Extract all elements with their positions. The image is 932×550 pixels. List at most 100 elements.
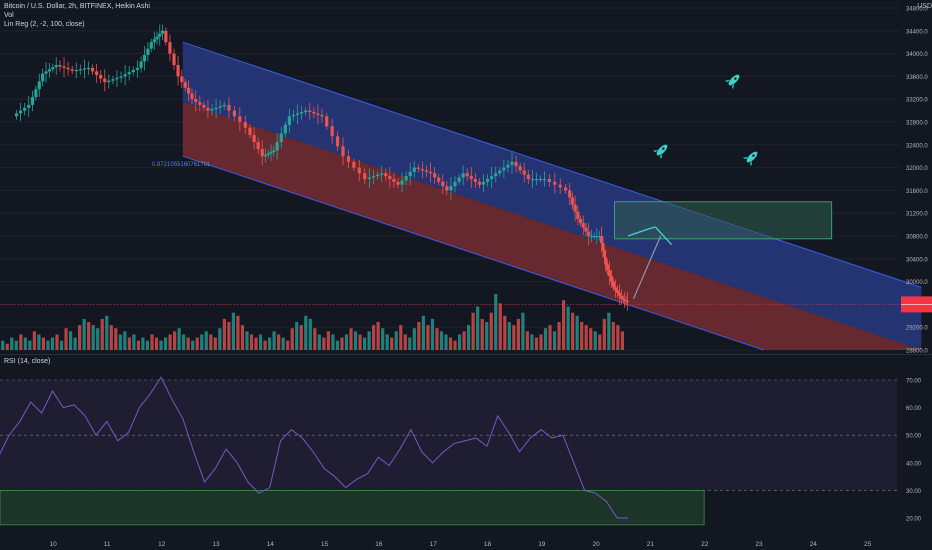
price-tick-label: 30400.0 <box>906 257 928 263</box>
candle-body <box>272 150 276 152</box>
rsi-legend[interactable]: RSI (14, close) <box>4 358 51 365</box>
volume-bar <box>213 337 217 350</box>
candle-body <box>514 161 518 167</box>
volume-bar <box>362 337 367 350</box>
volume-bar <box>73 337 77 350</box>
volume-legend[interactable]: Vol <box>4 12 14 19</box>
volume-bar <box>231 312 236 350</box>
volume-bar <box>5 343 9 350</box>
time-tick-label: 22 <box>701 541 709 548</box>
volume-bar <box>258 334 263 350</box>
rocket-window <box>734 77 737 80</box>
candle-body <box>14 113 19 117</box>
volume-bar <box>349 328 353 350</box>
volume-bar <box>68 331 73 350</box>
volume-bar <box>571 312 575 350</box>
candle-body <box>584 227 588 232</box>
volume-bar <box>114 328 118 350</box>
volume-bar <box>430 318 435 350</box>
volume-bar <box>236 315 240 350</box>
volume-bar <box>91 325 95 350</box>
time-tick-label: 14 <box>267 541 275 548</box>
volume-bar <box>593 331 597 350</box>
volume-bar <box>344 334 349 350</box>
candle-body <box>95 71 99 75</box>
rocket-window <box>662 147 665 150</box>
price-tick-label: 32400.0 <box>906 143 928 149</box>
candle-body <box>416 167 420 170</box>
volume-bar <box>105 315 109 350</box>
candle-body <box>316 113 320 115</box>
candle-body <box>164 30 168 43</box>
volume-bar <box>295 322 299 350</box>
candle-body <box>107 80 111 83</box>
candle-body <box>547 179 551 182</box>
volume-bar <box>317 334 321 350</box>
candle-body <box>363 173 367 179</box>
volume-bar <box>340 337 344 350</box>
volume-bar <box>417 322 421 350</box>
volume-bar <box>399 325 403 350</box>
linreg-legend[interactable]: Lin Reg (2, -2, 100, close) <box>4 21 85 28</box>
volume-bar <box>136 340 141 350</box>
candle-body <box>449 186 453 191</box>
volume-bar <box>580 322 584 350</box>
volume-bar <box>322 337 326 350</box>
volume-bar <box>448 337 453 350</box>
volume-bar <box>525 331 530 350</box>
volume-bar <box>200 334 204 350</box>
time-tick-label: 20 <box>593 541 601 548</box>
candle-body <box>510 161 514 165</box>
candle-body <box>441 181 445 187</box>
candle-body <box>131 69 135 73</box>
candle-body <box>346 156 351 162</box>
volume-bar <box>534 337 539 350</box>
symbol-title[interactable]: Bitcoin / U.S. Dollar, 2h, BITFINEX, Hei… <box>4 3 150 10</box>
time-tick-label: 10 <box>50 541 58 548</box>
volume-bar <box>163 337 168 350</box>
candle-body <box>613 287 618 291</box>
time-axis: 10 11 12 13 14 15 16 17 18 19 20 21 22 23 24 25 <box>50 541 872 548</box>
volume-bar <box>584 325 588 350</box>
candle-body <box>542 179 547 181</box>
volume-bar <box>471 312 475 350</box>
volume-bar <box>367 331 371 350</box>
volume-bar <box>616 325 620 350</box>
volume-bar <box>439 331 444 350</box>
candle-body <box>218 106 222 108</box>
candle-body <box>518 166 522 171</box>
volume-bar <box>426 325 430 350</box>
rsi-pane: 20.00 30.00 40.00 50.00 60.00 70.00 <box>0 376 922 526</box>
volume-bar <box>109 325 113 350</box>
candle-body <box>264 154 268 157</box>
rsi-tick-label: 60.00 <box>906 406 922 412</box>
candle-body <box>27 104 31 108</box>
candle-body <box>232 110 237 117</box>
rsi-tick-label: 20.00 <box>906 517 922 523</box>
candle-body <box>152 39 156 43</box>
candle-body <box>295 113 300 115</box>
volume-bar <box>195 337 199 350</box>
candle-body <box>352 161 356 168</box>
candle-body <box>86 67 91 70</box>
volume-bar <box>286 340 290 350</box>
volume-bar <box>476 306 480 350</box>
candle-body <box>420 169 425 171</box>
candle-body <box>578 218 583 224</box>
volume-bar <box>557 322 561 350</box>
volume-bar <box>159 340 163 350</box>
candle-body <box>256 141 260 150</box>
rsi-tick-label: 50.00 <box>906 434 922 440</box>
volume-bar <box>168 334 172 350</box>
volume-bar <box>23 337 27 350</box>
candle-body <box>498 170 502 174</box>
volume-bar <box>457 334 462 350</box>
candle-body <box>287 116 291 125</box>
candle-body <box>82 68 87 70</box>
candle-body <box>620 295 624 299</box>
candle-body <box>158 33 162 37</box>
candle-body <box>90 67 95 72</box>
candle-body <box>70 69 74 71</box>
time-tick-label: 19 <box>538 541 546 548</box>
